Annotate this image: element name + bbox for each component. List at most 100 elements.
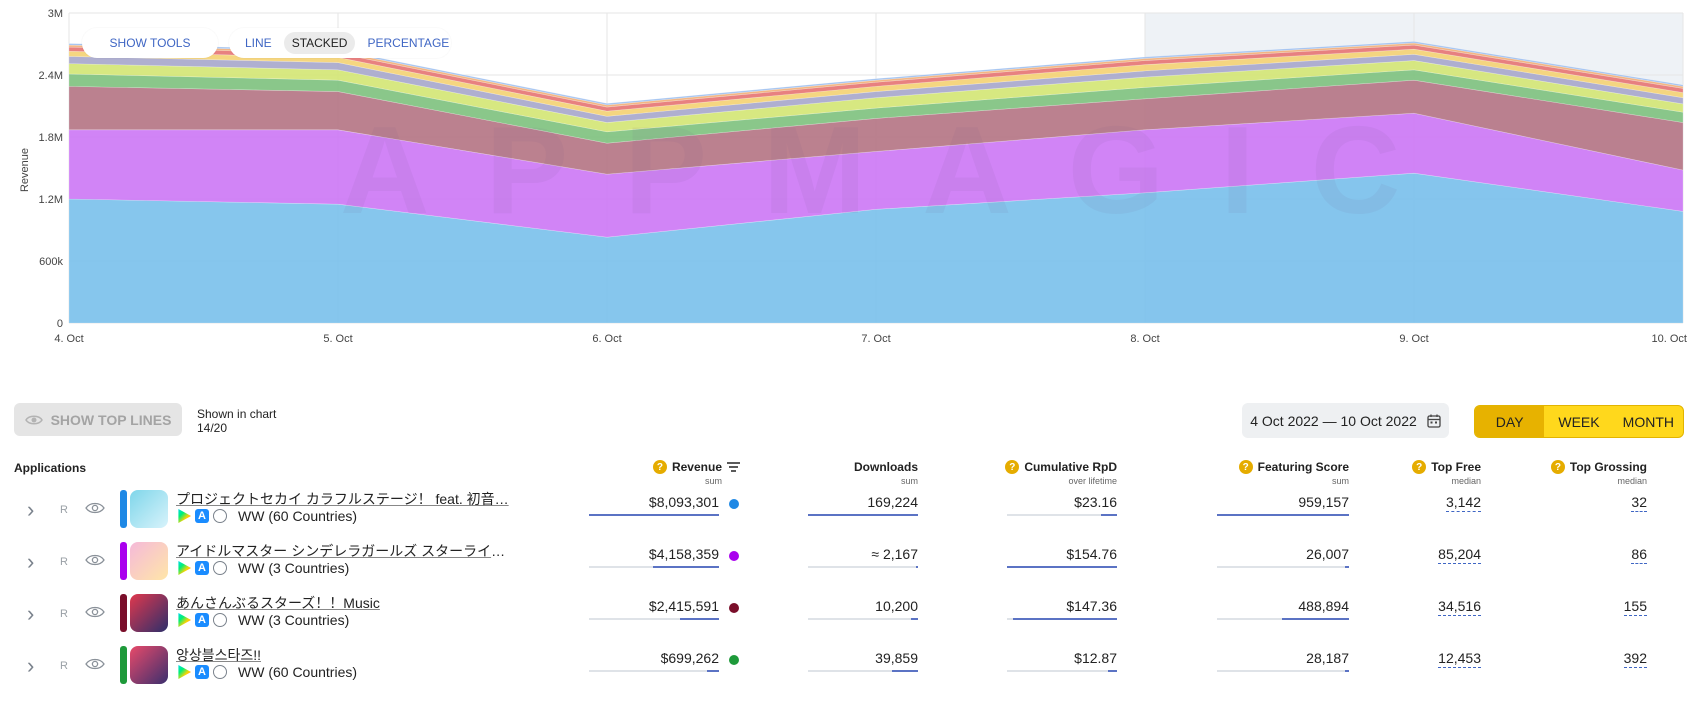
help-icon[interactable]: ? [1550,460,1565,474]
rpd-share-bar [1007,514,1117,516]
visibility-eye-icon[interactable] [85,553,105,567]
eye-icon [24,415,43,424]
mode-line-button[interactable]: LINE [245,36,272,50]
x-tick-label: 8. Oct [1130,333,1159,345]
app-icon[interactable] [130,542,168,580]
series-color-dot [729,551,739,561]
rpd-share-bar [1007,618,1117,620]
top-grossing-value[interactable]: 86 [1631,546,1647,564]
top-free-value[interactable]: 85,204 [1438,546,1481,564]
visibility-eye-icon[interactable] [85,605,105,619]
downloads-value: ≈ 2,167 [871,546,918,562]
top-grossing-column-header[interactable]: ? Top Grossing median [1550,460,1647,486]
top-free-column-label: Top Free [1431,460,1481,474]
top-free-value[interactable]: 3,142 [1445,494,1481,512]
rank-indicator: R [60,608,68,620]
revenue-column-header[interactable]: ? Revenue sum [652,460,740,486]
app-name-link[interactable]: 앙상블스타즈!! [176,647,262,663]
revenue-value: $8,093,301 [648,494,719,510]
mode-stacked-button[interactable]: STACKED [283,32,356,54]
revenue-share-bar [589,618,719,620]
table-row[interactable]: › R プロジェクトセカイ カラフルステージ！ feat. 初音… A WW (… [0,486,1693,538]
rpd-value: $23.16 [1074,494,1117,510]
revenue-value: $699,262 [660,650,719,666]
app-name-link[interactable]: あんさんぶるスターズ！！Music [176,595,380,611]
downloads-share-bar [808,670,918,672]
help-icon[interactable]: ? [1238,460,1253,474]
show-top-lines-label: SHOW TOP LINES [50,411,172,428]
top-grossing-value[interactable]: 155 [1623,598,1647,616]
region-label: WW (60 Countries) [238,508,358,524]
calendar-icon [1427,414,1441,428]
mode-percentage-button[interactable]: PERCENTAGE [367,36,450,50]
rpd-share-bar [1007,566,1117,568]
area-series-7 [68,48,1684,117]
revenue-chart: 0 600k 1.2M 1.8M 2.4M 3M 4. Oct 5. Oct 6. Oct 7.… [19,8,1687,345]
y-tick-label: 3M [48,8,63,20]
table-row[interactable]: › R あんさんぶるスターズ！！Music A WW (3 Countries)… [0,590,1693,642]
period-month-button[interactable]: MONTH [1622,413,1674,430]
period-toggle: DAY WEEK MONTH [1474,405,1684,438]
period-week-button[interactable]: WEEK [1558,413,1600,430]
app-name-link[interactable]: アイドルマスター シンデレラガールズ スターライト… [176,543,516,559]
show-tools-toolbar: SHOW TOOLS [82,28,218,58]
y-tick-label: 2.4M [39,70,63,82]
y-axis-label: Revenue [19,148,31,192]
app-name-link[interactable]: プロジェクトセカイ カラフルステージ！ feat. 初音… [176,491,509,507]
downloads-value: 169,224 [867,494,918,510]
x-tick-label: 4. Oct [54,333,83,345]
visibility-eye-icon[interactable] [85,657,105,671]
date-range-text: 4 Oct 2022 — 10 Oct 2022 [1250,412,1417,429]
top-grossing-column-label: Top Grossing [1569,460,1647,474]
downloads-value: 39,859 [875,650,918,666]
help-icon[interactable]: ? [652,460,667,474]
featuring-share-bar [1217,670,1349,672]
period-day-button[interactable]: DAY [1475,406,1545,437]
featuring-column-sub: sum [1331,476,1349,486]
area-series-2 [68,112,1684,238]
table-row[interactable]: › R アイドルマスター シンデレラガールズ スターライト… A WW (3 C… [0,538,1693,590]
shown-in-chart-count: 14/20 [197,421,228,435]
rank-indicator: R [60,504,68,516]
expand-chevron-icon[interactable]: › [27,549,35,574]
show-top-lines-button[interactable]: SHOW TOP LINES [14,403,182,436]
revenue-column-label: Revenue [671,460,722,474]
rpd-value: $154.76 [1066,546,1117,562]
show-tools-button[interactable]: SHOW TOOLS [109,36,191,50]
top-free-value[interactable]: 12,453 [1438,650,1481,668]
expand-chevron-icon[interactable]: › [27,601,35,626]
help-icon[interactable]: ? [1005,460,1020,474]
top-grossing-value[interactable]: 32 [1631,494,1647,512]
rpd-column-header[interactable]: ? Cumulative RpD over lifetime [1005,460,1117,486]
top-free-column-header[interactable]: ? Top Free median [1412,460,1481,486]
revenue-share-bar [589,670,719,672]
featuring-column-header[interactable]: ? Featuring Score sum [1238,460,1349,486]
help-icon[interactable]: ? [1412,460,1427,474]
top-grossing-value[interactable]: 392 [1623,650,1647,668]
expand-chevron-icon[interactable]: › [27,497,35,522]
date-range-picker[interactable]: 4 Oct 2022 — 10 Oct 2022 [1242,403,1449,438]
expand-chevron-icon[interactable]: › [27,653,35,678]
area-series-3 [68,79,1684,175]
top-free-value[interactable]: 34,516 [1438,598,1481,616]
y-tick-label: 1.8M [39,132,63,144]
app-icon[interactable] [130,594,168,632]
store-icons: A [177,665,227,679]
featuring-column-label: Featuring Score [1257,460,1349,474]
sort-icon[interactable] [727,462,740,472]
shown-in-chart-label: Shown in chart [197,407,277,421]
rpd-value: $147.36 [1066,598,1117,614]
google-play-icon [178,561,191,575]
app-icon[interactable] [130,490,168,528]
x-tick-label: 10. Oct [1652,333,1687,345]
app-icon[interactable] [130,646,168,684]
featuring-value: 959,157 [1298,494,1349,510]
series-color-dot [729,603,739,613]
table-row[interactable]: › R 앙상블스타즈!! A WW (60 Countries) $699,26… [0,642,1693,694]
top-free-column-sub: median [1451,476,1481,486]
downloads-column-header[interactable]: Downloads sum [854,460,918,486]
series-color-dot [729,499,739,509]
downloads-share-bar [808,618,918,620]
visibility-eye-icon[interactable] [85,501,105,515]
app-store-icon: A [195,561,209,575]
